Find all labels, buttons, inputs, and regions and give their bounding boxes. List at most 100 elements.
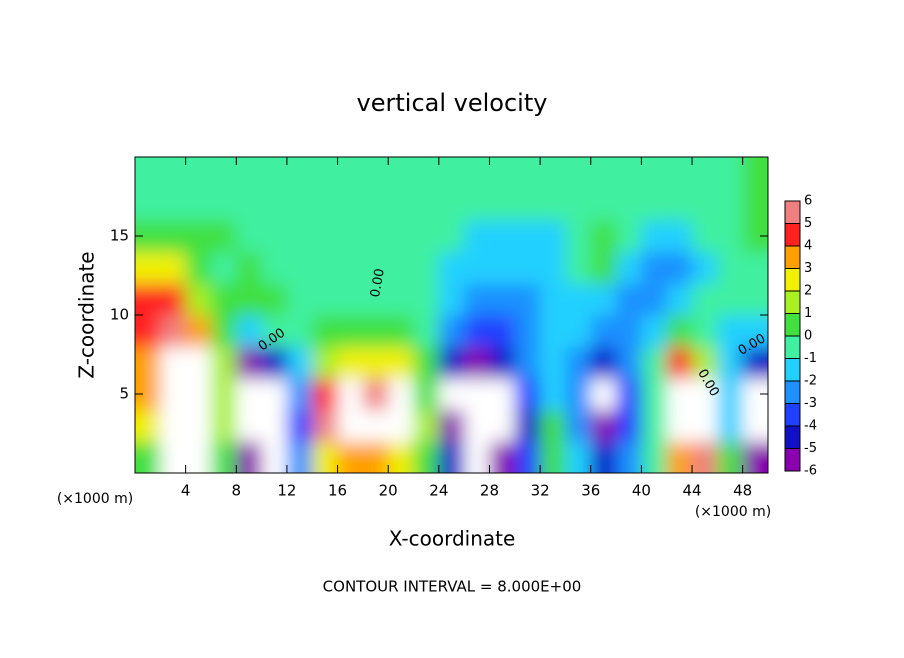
x-tick-label: 16 (328, 482, 347, 500)
field-cell (565, 346, 592, 379)
x-tick-label: 44 (682, 482, 701, 500)
field-cell (514, 346, 541, 379)
field-cell (286, 378, 313, 411)
field-cell (438, 188, 465, 221)
field-cell (312, 251, 339, 284)
field-cell (261, 378, 288, 411)
colorbar-label: 6 (804, 194, 812, 209)
field-cell (413, 251, 440, 284)
field-cell (210, 315, 237, 348)
field-cell (236, 441, 263, 473)
field-cell (590, 283, 617, 316)
field-cell (616, 378, 642, 411)
field-cell (236, 251, 263, 284)
field-cell (692, 409, 718, 442)
field-cell (210, 188, 237, 221)
field-cell (717, 251, 744, 284)
field-cell (413, 409, 440, 442)
field-cell (261, 283, 288, 316)
field-cell (540, 346, 566, 379)
field-cell (717, 409, 744, 442)
field-cell (362, 283, 389, 316)
field-cell (135, 283, 161, 316)
field-cell (413, 315, 440, 348)
field-cell (413, 346, 440, 379)
x-unit-left: (×1000 m) (57, 491, 133, 507)
field-cell (185, 315, 212, 348)
field-cell (362, 409, 389, 442)
field-cell (590, 346, 617, 379)
field-cell (717, 157, 744, 190)
field-cell (514, 251, 541, 284)
field-cell (160, 315, 187, 348)
field-cell (160, 283, 187, 316)
field-cell (540, 251, 566, 284)
field-cell (742, 188, 768, 221)
colorbar-swatch (785, 358, 800, 381)
field-cell (464, 283, 490, 316)
field-cell (565, 378, 592, 411)
colorbar-label: 5 (804, 216, 812, 231)
field-cell (362, 441, 389, 473)
field-cell (489, 346, 516, 379)
field-cell (362, 251, 389, 284)
field-cell (616, 346, 642, 379)
y-tick-label: 5 (119, 385, 129, 403)
field-cell (489, 315, 516, 348)
field-cell (692, 157, 718, 190)
field-cell (337, 378, 364, 411)
field-cell (590, 441, 617, 473)
field-cell (742, 283, 768, 316)
field-cell (210, 409, 237, 442)
field-cell (540, 315, 566, 348)
field-cell (210, 378, 237, 411)
field-cell (464, 378, 490, 411)
field-cell (742, 409, 768, 442)
field-cell (312, 378, 339, 411)
field-cell (438, 441, 465, 473)
field-cell (438, 283, 465, 316)
field-cell (540, 378, 566, 411)
field-cell (312, 283, 339, 316)
field-cell (210, 220, 237, 253)
colorbar-label: -1 (804, 351, 817, 366)
field-cell (641, 251, 668, 284)
field-cell (666, 157, 693, 190)
field-cell (362, 220, 389, 253)
field-cell (666, 188, 693, 221)
field-cell (261, 220, 288, 253)
field-cell (666, 409, 693, 442)
field-cell (666, 315, 693, 348)
x-unit-right: (×1000 m) (695, 504, 771, 520)
colorbar-label: -5 (804, 441, 817, 456)
field-cell (210, 441, 237, 473)
colorbar-swatch (785, 268, 800, 291)
field-cell (514, 157, 541, 190)
field-cell (717, 315, 744, 348)
field-cell (514, 188, 541, 221)
field-cell (540, 157, 566, 190)
colorbar-swatch (785, 381, 800, 404)
field-cell (489, 283, 516, 316)
field-cell (185, 378, 212, 411)
field-cell (514, 220, 541, 253)
colorbar-swatch (785, 291, 800, 314)
field-cell (641, 188, 668, 221)
field-cell (464, 315, 490, 348)
field-cell (742, 157, 768, 190)
field-cell (261, 315, 288, 348)
field-cell (540, 283, 566, 316)
field-cell (160, 157, 187, 190)
field-cell (666, 378, 693, 411)
field-cell (616, 283, 642, 316)
field-cell (312, 157, 339, 190)
field-cell (312, 220, 339, 253)
field-cell (135, 157, 161, 190)
field-cell (641, 378, 668, 411)
field-cell (641, 315, 668, 348)
field-cell (185, 157, 212, 190)
field-cell (514, 441, 541, 473)
field-cell (489, 378, 516, 411)
field-cell (616, 251, 642, 284)
footer-note: CONTOUR INTERVAL = 8.000E+00 (323, 578, 582, 596)
